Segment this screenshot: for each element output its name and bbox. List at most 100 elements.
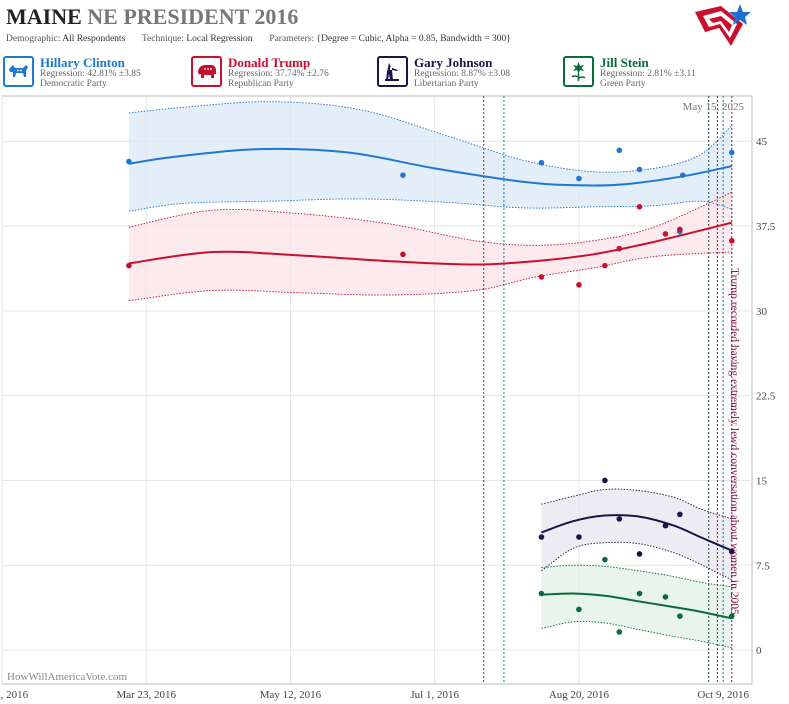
poll-point	[126, 262, 132, 269]
liberty-icon	[377, 56, 408, 87]
candidate-party: Green Party	[600, 79, 646, 89]
poll-point	[662, 522, 669, 529]
x-tick-label: Feb 2, 2016	[0, 689, 29, 701]
chart-header: MAINE NE PRESIDENT 2016 Demographic: All…	[0, 0, 789, 52]
technique-label: Technique:	[141, 34, 184, 44]
band-upper-edge	[541, 564, 732, 588]
poll-point	[576, 175, 582, 182]
site-logo-icon	[695, 4, 751, 46]
poll-point	[636, 166, 643, 173]
y-tick-label: 45	[756, 136, 768, 148]
candidate-card-clinton[interactable]: Hillary Clinton Regression: 42.81% ±3.85…	[2, 54, 188, 92]
date-stamp: May 15, 2025	[683, 101, 745, 113]
band-lower-edge	[541, 620, 732, 649]
candidate-card-johnson[interactable]: Gary Johnson Regression: 8.87% ±3.08 Lib…	[376, 54, 562, 92]
poll-point	[729, 237, 735, 244]
poll-point	[636, 551, 643, 557]
poll-point	[576, 534, 582, 540]
candidate-card-stein[interactable]: Jill Stein Regression: 2.81% ±3.11 Green…	[562, 54, 748, 92]
band-lower-edge	[541, 541, 733, 581]
poll-point	[538, 159, 545, 166]
regression-line-0	[128, 147, 733, 187]
sunflower-icon	[563, 56, 594, 87]
poll-point	[602, 262, 608, 269]
regression-line-1	[128, 221, 733, 266]
candidate-party: Libertarian Party	[414, 79, 479, 89]
candidate-name: Jill Stein	[600, 55, 649, 70]
poll-point	[616, 516, 623, 522]
demographic-label: Demographic:	[6, 34, 61, 44]
band-lower-edge	[128, 198, 732, 212]
candidate-bar: Hillary Clinton Regression: 42.81% ±3.85…	[0, 54, 789, 92]
poll-point	[538, 274, 545, 280]
poll-point	[636, 590, 643, 597]
technique-value: Local Regression	[186, 34, 253, 44]
candidate-name: Donald Trump	[228, 55, 311, 70]
confidence-band-1	[128, 192, 732, 301]
poll-point	[729, 548, 735, 555]
candidate-regression: Regression: 8.87% ±3.08	[414, 69, 510, 79]
band-upper-edge	[128, 191, 732, 246]
poll-point	[677, 613, 683, 619]
x-tick-label: Aug 20, 2016	[549, 689, 610, 701]
candidate-regression: Regression: 42.81% ±3.85	[40, 69, 141, 79]
poll-point	[616, 147, 623, 154]
confidence-band-3	[541, 565, 732, 648]
y-tick-label: 22.5	[756, 391, 776, 403]
poll-point	[729, 149, 735, 156]
y-tick-label: 30	[756, 306, 768, 318]
poll-point	[576, 282, 582, 288]
x-tick-label: Oct 9, 2016	[697, 689, 749, 701]
band-upper-edge	[128, 101, 733, 173]
poll-point	[602, 477, 608, 484]
y-tick-label: 7.5	[756, 560, 770, 572]
donkey-icon	[3, 56, 34, 87]
confidence-band-0	[128, 101, 732, 212]
poll-point	[602, 556, 608, 563]
regression-line-2	[541, 514, 733, 552]
poll-point	[576, 606, 582, 613]
poll-point	[636, 204, 643, 210]
demographic-value: All Respondents	[62, 34, 126, 44]
poll-point	[679, 172, 686, 178]
title-race: NE PRESIDENT 2016	[87, 4, 299, 29]
candidate-regression: Regression: 2.81% ±3.11	[600, 69, 696, 79]
watermark: HowWillAmericaVote.com	[7, 671, 127, 683]
x-tick-label: Jul 1, 2016	[410, 689, 459, 701]
y-tick-label: 37.5	[756, 221, 776, 233]
poll-point	[126, 158, 132, 165]
band-upper-edge	[541, 488, 732, 520]
confidence-band-2	[541, 489, 732, 580]
poll-point	[662, 231, 669, 237]
event-label: Trump recorded having extremely lewd con…	[728, 268, 740, 615]
y-tick-label: 15	[756, 475, 768, 487]
elephant-icon	[191, 56, 222, 87]
regression-line-3	[541, 592, 733, 620]
parameters-label: Parameters:	[269, 34, 315, 44]
poll-point	[400, 172, 406, 178]
x-tick-label: May 12, 2016	[260, 689, 322, 701]
poll-point	[662, 594, 669, 600]
regression-chart: Trump recorded having extremely lewd con…	[0, 95, 776, 701]
title-state: MAINE	[6, 4, 82, 29]
y-tick-label: 0	[756, 645, 762, 657]
candidate-card-trump[interactable]: Donald Trump Regression: 37.74% ±2.76 Re…	[190, 54, 376, 92]
poll-point	[538, 534, 545, 540]
poll-point	[677, 511, 683, 518]
parameters-line: Demographic: All Respondents Technique: …	[6, 34, 511, 44]
poll-point	[400, 251, 406, 258]
poll-point	[616, 245, 623, 252]
candidate-party: Republican Party	[228, 79, 294, 89]
poll-point	[538, 590, 545, 597]
candidate-party: Democratic Party	[40, 79, 107, 89]
candidate-regression: Regression: 37.74% ±2.76	[228, 69, 329, 79]
parameters-value: {Degree = Cubic, Alpha = 0.85, Bandwidth…	[316, 34, 511, 44]
page-title: MAINE NE PRESIDENT 2016	[6, 4, 298, 30]
poll-point	[729, 613, 735, 619]
poll-point	[677, 226, 683, 233]
candidate-name: Hillary Clinton	[40, 55, 125, 70]
candidate-name: Gary Johnson	[414, 55, 493, 70]
x-tick-label: Mar 23, 2016	[116, 689, 176, 701]
poll-point	[616, 629, 623, 635]
band-lower-edge	[128, 251, 732, 302]
